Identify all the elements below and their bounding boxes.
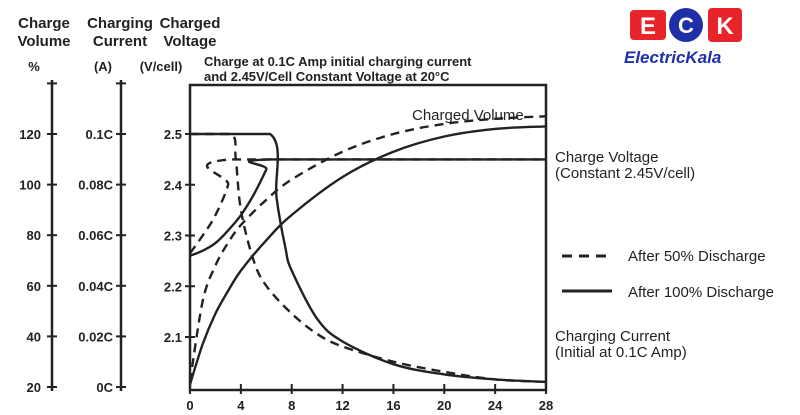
charged-volume-label: Charged Volume (412, 107, 524, 124)
electrickala-logo: E C K ElectricKala (624, 8, 742, 67)
current-header-line1: Charging (87, 15, 153, 32)
volume-tick-label: 20 (27, 380, 41, 395)
current-tick-label: 0.06C (78, 228, 113, 243)
volume-tick-label: 40 (27, 329, 41, 344)
charged-volume-dashed-line (188, 115, 547, 383)
current-header-line2: Current (93, 33, 147, 50)
charging-current-label-line2: (Initial at 0.1C Amp) (555, 344, 687, 361)
voltage-tick-label: 2.4 (164, 178, 183, 193)
legend: After 50% Discharge After 100% Discharge (562, 248, 774, 301)
charge-voltage-dashed-line (189, 158, 546, 254)
charging-current-dashed-line (190, 132, 547, 384)
voltage-unit: (V/cell) (140, 59, 183, 74)
voltage-tick-label: 2.5 (164, 127, 182, 142)
voltage-tick-label: 2.3 (164, 229, 182, 244)
logo-letter-c: C (678, 13, 694, 38)
voltage-tick-label: 2.2 (164, 279, 182, 294)
voltage-header-line2: Voltage (163, 33, 216, 50)
chart-title-line1: Charge at 0.1C Amp initial charging curr… (204, 54, 472, 69)
current-tick-label: 0.02C (78, 329, 113, 344)
volume-unit: % (28, 59, 40, 74)
volume-tick-label: 100 (19, 178, 41, 193)
x-tick-label: 24 (488, 398, 503, 413)
charging-current-solid-line (190, 132, 547, 384)
logo-letter-e: E (640, 13, 656, 40)
x-tick-label: 20 (437, 398, 451, 413)
charge-voltage-label-line2: (Constant 2.45V/cell) (555, 165, 695, 182)
x-tick-label: 8 (288, 398, 295, 413)
current-tick-label: 0.04C (78, 279, 113, 294)
logo-wordmark: ElectricKala (624, 48, 721, 67)
volume-tick-label: 120 (19, 127, 41, 142)
volume-tick-label: 60 (27, 279, 41, 294)
volume-header-line1: Charge (18, 15, 70, 32)
current-tick-label: 0C (96, 380, 113, 395)
current-tick-label: 0.1C (86, 127, 114, 142)
tick-layer: 204060801001200C0.02C0.04C0.06C0.08C0.1C… (19, 82, 553, 413)
logo-e-block (630, 10, 666, 40)
legend-dashed-label: After 50% Discharge (628, 248, 766, 265)
logo-letter-k: K (716, 13, 734, 40)
charging-current-label-line1: Charging Current (555, 328, 671, 345)
x-tick-label: 16 (386, 398, 400, 413)
x-tick-label: 0 (186, 398, 193, 413)
legend-solid-label: After 100% Discharge (628, 284, 774, 301)
current-tick-label: 0.08C (78, 178, 113, 193)
charge-voltage-label-line1: Charge Voltage (555, 149, 658, 166)
chart-title-line2: and 2.45V/Cell Constant Voltage at 20°C (204, 69, 450, 84)
volume-tick-label: 80 (27, 228, 41, 243)
logo-c-block (669, 8, 703, 42)
voltage-header-line1: Charged (160, 15, 221, 32)
series-layer (188, 115, 547, 385)
x-tick-label: 4 (237, 398, 245, 413)
plot-frame (188, 83, 548, 392)
volume-header-line2: Volume (17, 33, 70, 50)
charge-voltage-solid-line (189, 158, 546, 257)
x-tick-label: 12 (335, 398, 349, 413)
current-unit: (A) (94, 59, 112, 74)
logo-k-block (708, 8, 742, 42)
voltage-tick-label: 2.1 (164, 330, 182, 345)
charged-volume-solid-line (188, 125, 547, 385)
x-tick-label: 28 (539, 398, 553, 413)
